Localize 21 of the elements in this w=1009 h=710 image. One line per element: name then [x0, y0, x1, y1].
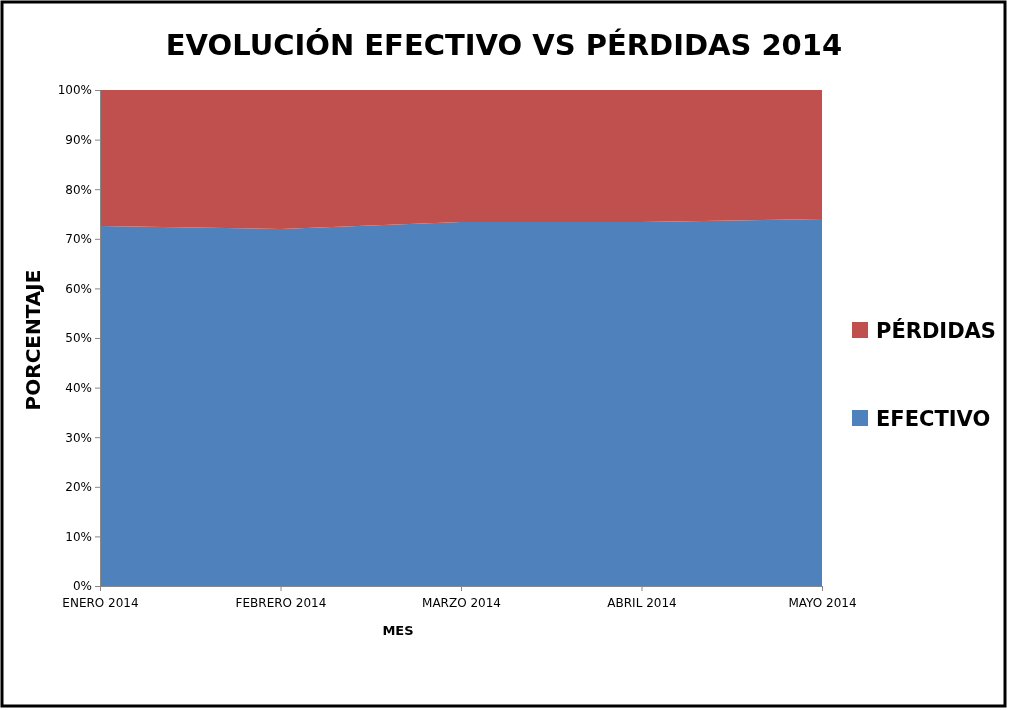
- legend-label: EFECTIVO: [876, 407, 991, 431]
- y-tick-label: 0%: [72, 579, 92, 594]
- y-tick-label: 80%: [65, 182, 92, 197]
- y-tick-label: 30%: [65, 430, 92, 445]
- y-tick-label: 40%: [65, 380, 92, 395]
- y-tick-label: 10%: [65, 529, 92, 544]
- x-tick-label: MAYO 2014: [788, 596, 857, 611]
- x-tick-label: MARZO 2014: [422, 596, 501, 611]
- y-tick-label: 60%: [65, 281, 92, 296]
- y-tick-label: 70%: [65, 232, 92, 247]
- chart-title: EVOLUCIÓN EFECTIVO VS PÉRDIDAS 2014: [165, 28, 843, 62]
- x-tick-label: ABRIL 2014: [607, 596, 677, 611]
- x-axis-title: MES: [382, 623, 414, 638]
- legend-label: PÉRDIDAS: [876, 318, 996, 343]
- y-tick-label: 50%: [65, 331, 92, 346]
- x-tick-label: FEBRERO 2014: [235, 596, 327, 611]
- y-tick-label: 20%: [65, 480, 92, 495]
- x-tick-label: ENERO 2014: [62, 596, 139, 611]
- y-axis-title: PORCENTAJE: [21, 269, 45, 411]
- y-tick-label: 100%: [57, 83, 92, 98]
- y-tick-label: 90%: [65, 132, 92, 147]
